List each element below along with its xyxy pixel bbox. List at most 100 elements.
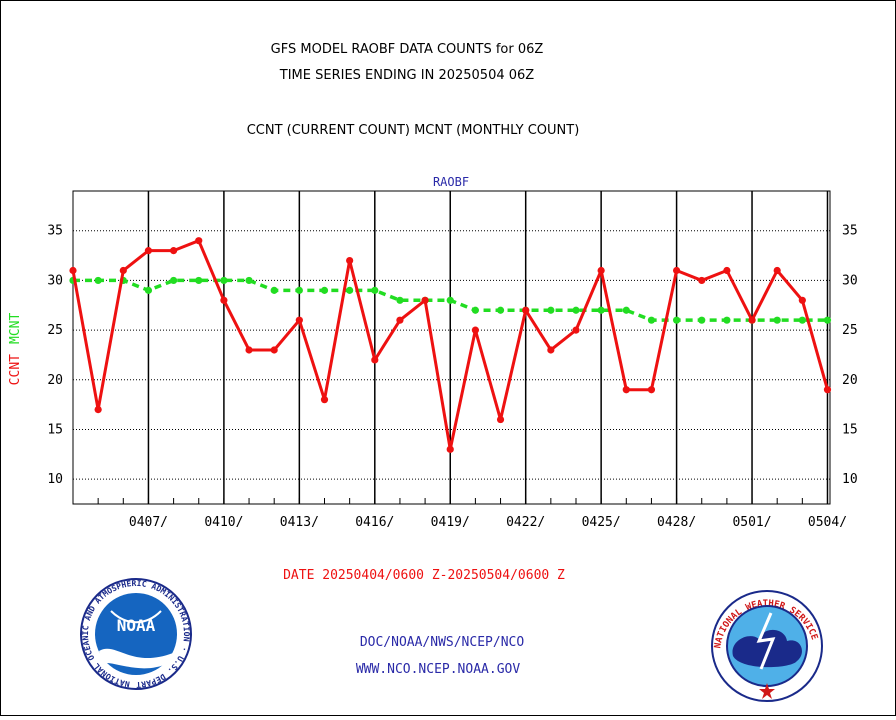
data-point-ccnt [496, 415, 505, 424]
y-tick-label-right: 35 [842, 224, 858, 239]
x-tick-label: 0410/ [204, 515, 243, 530]
y-tick-label-right: 20 [842, 373, 858, 388]
data-point-ccnt [346, 256, 354, 265]
y-tick-label-right: 10 [842, 472, 858, 487]
data-point-ccnt [371, 356, 379, 364]
y-tick-label-left: 30 [47, 273, 63, 288]
data-point-mcnt [647, 316, 656, 324]
y-axis-label-mcnt: MCNT [8, 313, 23, 344]
data-point-mcnt [572, 306, 580, 314]
y-tick-label-left: 35 [47, 224, 63, 239]
data-point-ccnt [723, 266, 731, 275]
x-tick-label: 0407/ [129, 515, 168, 530]
data-point-ccnt [69, 266, 77, 275]
data-point-ccnt [823, 386, 832, 394]
data-point-ccnt [748, 316, 756, 324]
y-tick-label-left: 15 [47, 422, 63, 437]
x-tick-label: 0428/ [657, 515, 696, 530]
data-point-mcnt [471, 306, 479, 314]
noaa-logo-ring-text: NATIONAL OCEANIC AND ATMOSPHERIC ADMINIS… [0, 0, 191, 689]
data-point-ccnt [471, 326, 479, 334]
data-point-ccnt [698, 276, 706, 285]
x-tick-label: 0413/ [280, 515, 319, 530]
data-point-mcnt [195, 276, 203, 285]
data-point-mcnt [220, 276, 228, 285]
data-point-ccnt [119, 266, 127, 275]
data-point-mcnt [295, 286, 303, 294]
plot-frame [72, 190, 831, 505]
data-point-ccnt [798, 296, 806, 304]
data-point-ccnt [144, 247, 153, 255]
noaa-logo: NATIONAL OCEANIC AND ATMOSPHERIC ADMINIS… [0, 0, 192, 690]
data-point-mcnt [496, 306, 505, 314]
y-tick-label-left: 10 [47, 472, 63, 487]
x-tick-label: 0416/ [355, 515, 394, 530]
chart-subtitle: CCNT (CURRENT COUNT) MCNT (MONTHLY COUNT… [247, 123, 580, 138]
data-point-ccnt [220, 296, 228, 304]
data-point-mcnt [698, 316, 706, 324]
data-point-mcnt [371, 286, 379, 294]
data-point-mcnt [320, 286, 329, 294]
series-layer [69, 237, 832, 453]
data-point-ccnt [522, 306, 530, 314]
data-point-mcnt [446, 296, 454, 304]
data-point-ccnt [169, 247, 178, 255]
x-tick-label: 0419/ [431, 515, 470, 530]
data-point-mcnt [245, 276, 253, 285]
data-point-mcnt [144, 286, 153, 294]
x-axis-label: DATE 20250404/0600 Z-20250504/0600 Z [283, 568, 565, 583]
y-axis-ticks: 10 10 15 15 20 20 25 25 30 30 35 35 [47, 224, 857, 487]
data-point-ccnt [572, 326, 580, 334]
svg-text:NATIONAL OCEANIC AND ATMOSPHER: NATIONAL OCEANIC AND ATMOSPHERIC ADMINIS… [1, 1, 191, 689]
data-point-ccnt [672, 266, 681, 275]
data-point-ccnt [320, 396, 329, 404]
data-point-ccnt [94, 406, 102, 414]
data-point-ccnt [446, 445, 454, 453]
data-point-mcnt [723, 316, 731, 324]
chart-title-line-1: GFS MODEL RAOBF DATA COUNTS for 06Z [271, 42, 544, 57]
data-point-ccnt [597, 266, 605, 275]
data-point-ccnt [647, 386, 656, 394]
y-axis-label-ccnt: CCNT [8, 354, 23, 385]
data-point-mcnt [396, 296, 404, 304]
data-point-ccnt [396, 316, 404, 324]
data-point-mcnt [597, 306, 605, 314]
data-point-mcnt [346, 286, 354, 294]
data-point-mcnt [773, 316, 781, 324]
grid [72, 191, 830, 504]
data-point-mcnt [169, 276, 178, 285]
data-point-ccnt [195, 237, 203, 245]
y-tick-label-right: 25 [842, 323, 858, 338]
data-point-mcnt [547, 306, 555, 314]
data-point-mcnt [823, 316, 832, 324]
data-point-ccnt [421, 296, 429, 304]
x-tick-label: 0504/ [808, 515, 847, 530]
y-tick-label-left: 20 [47, 373, 63, 388]
data-point-ccnt [773, 266, 781, 275]
x-tick-label: 0422/ [506, 515, 545, 530]
panel-label: RAOBF [433, 175, 469, 189]
data-point-mcnt [622, 306, 630, 314]
data-point-ccnt [547, 346, 555, 354]
y-tick-label-left: 25 [47, 323, 63, 338]
noaa-logo-text: NOAA [117, 616, 156, 635]
data-point-ccnt [245, 346, 253, 354]
data-point-mcnt [672, 316, 681, 324]
nws-logo: NATIONAL WEATHER SERVICE [711, 590, 823, 702]
x-tick-label: 0425/ [582, 515, 621, 530]
data-point-ccnt [295, 316, 303, 324]
data-point-ccnt [622, 386, 630, 394]
footer-url-line: WWW.NCO.NCEP.NOAA.GOV [356, 662, 521, 677]
data-point-ccnt [270, 346, 278, 354]
data-point-mcnt [94, 276, 102, 285]
x-tick-label: 0501/ [732, 515, 771, 530]
chart-title-line-2: TIME SERIES ENDING IN 20250504 06Z [279, 68, 535, 83]
data-point-mcnt [270, 286, 278, 294]
y-tick-label-right: 15 [842, 422, 858, 437]
svg-text:CCNTMCNT: CCNT MCNT [8, 313, 23, 386]
y-axis-label: CCNT MCNT [8, 313, 23, 386]
y-tick-label-right: 30 [842, 273, 858, 288]
x-axis-ticks: 0407/0410/0413/0416/0419/0422/0425/0428/… [129, 515, 847, 530]
